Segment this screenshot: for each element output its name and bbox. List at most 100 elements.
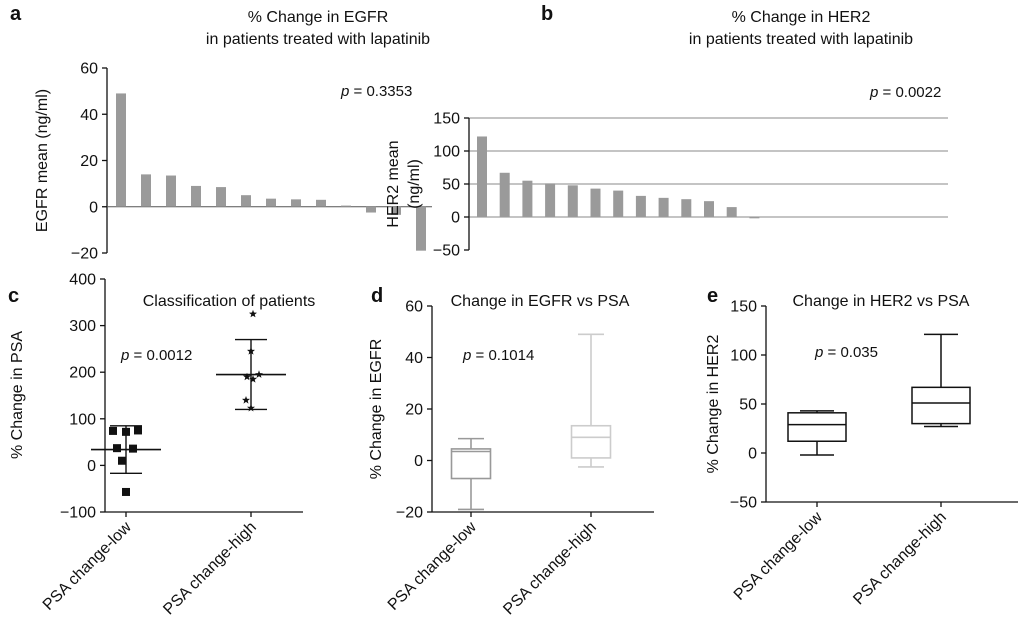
bar <box>216 187 226 207</box>
data-point <box>247 403 255 412</box>
p-value: p = 0.035 <box>814 344 878 361</box>
bar <box>613 190 624 217</box>
data-point <box>118 456 126 465</box>
bar <box>341 205 351 207</box>
y-tick-label: 0 <box>87 458 96 475</box>
y-tick-label: −20 <box>71 246 98 263</box>
y-tick-label: −50 <box>433 243 460 260</box>
y-tick-label: −20 <box>396 505 423 522</box>
p-symbol: p <box>340 83 349 100</box>
bar <box>291 199 301 207</box>
y-tick-label: 40 <box>80 107 98 124</box>
y-tick-label: 100 <box>730 348 757 365</box>
y-axis-label: % Change in EGFR <box>368 339 385 480</box>
y-tick-label: 150 <box>730 299 757 316</box>
x-category-label: PSA change-low <box>40 518 135 613</box>
x-category-label: PSA change-low <box>385 518 480 613</box>
panel-letter-a: a <box>10 3 22 25</box>
p-value: p = 0.0012 <box>120 347 192 364</box>
y-tick-label: 50 <box>739 397 757 414</box>
chart-title: % Change in HER2 <box>732 9 871 26</box>
p-number: = 0.0012 <box>129 347 192 364</box>
bar <box>116 93 126 207</box>
chart-title: Change in HER2 vs PSA <box>793 293 970 310</box>
bar <box>726 207 737 217</box>
y-tick-label: 20 <box>405 402 423 419</box>
data-point <box>249 309 257 318</box>
p-value: p = 0.3353 <box>340 83 412 100</box>
bar <box>141 174 151 207</box>
chart-title: Classification of patients <box>143 293 316 310</box>
bar <box>191 185 201 207</box>
panel-letter-e: e <box>707 285 718 307</box>
bar <box>316 199 326 207</box>
y-axis-label-line: HER2 mean <box>385 140 402 227</box>
p-symbol: p <box>869 84 878 101</box>
y-tick-label: 0 <box>89 199 98 216</box>
chart-title: Change in EGFR vs PSA <box>451 293 630 310</box>
bar <box>567 185 578 217</box>
panel-letter-c: c <box>8 285 19 307</box>
bar <box>266 198 276 207</box>
y-tick-label: 300 <box>69 318 96 335</box>
y-tick-label: 400 <box>69 272 96 289</box>
data-point <box>122 427 130 436</box>
p-number: = 0.1014 <box>471 347 534 364</box>
y-axis-label: EGFR mean (ng/ml) <box>34 89 51 232</box>
bar <box>391 206 401 215</box>
y-axis-label: HER2 mean (ng/ml) <box>385 140 423 227</box>
box <box>911 386 971 425</box>
y-tick-label: 200 <box>69 365 96 382</box>
y-tick-label: 0 <box>451 210 460 227</box>
bar <box>681 199 692 217</box>
y-tick-label: 60 <box>405 299 423 316</box>
y-tick-label: 100 <box>433 144 460 161</box>
data-point <box>249 375 257 383</box>
bar <box>635 195 646 217</box>
x-category-label: PSA change-high <box>160 519 259 618</box>
bar <box>166 175 176 207</box>
data-point <box>247 347 255 355</box>
y-tick-label: 150 <box>433 111 460 128</box>
data-point <box>134 426 142 435</box>
box <box>787 412 847 442</box>
bar <box>749 217 760 219</box>
bar <box>590 188 601 217</box>
bar <box>241 195 251 207</box>
y-tick-label: −100 <box>60 505 96 522</box>
y-tick-label: 60 <box>80 61 98 78</box>
panel-letter-b: b <box>541 3 553 25</box>
x-category-label: PSA change-high <box>850 509 949 608</box>
data-point <box>242 396 250 404</box>
data-point <box>255 370 263 378</box>
box <box>450 448 492 480</box>
bar <box>477 136 487 217</box>
box <box>570 424 612 459</box>
data-point <box>122 487 130 496</box>
data-point <box>109 426 117 435</box>
y-axis-label: % Change in HER2 <box>705 335 722 474</box>
p-number: = 0.035 <box>823 344 878 361</box>
bar <box>522 180 533 217</box>
y-tick-label: 40 <box>405 350 423 367</box>
p-number: = 0.3353 <box>349 83 412 100</box>
bar <box>658 197 669 217</box>
y-tick-label: 0 <box>414 453 423 470</box>
bar <box>416 206 426 251</box>
y-axis-label-line: (ng/ml) <box>406 159 423 209</box>
chart-subtitle: in patients treated with lapatinib <box>689 31 913 48</box>
p-number: = 0.0022 <box>878 84 941 101</box>
y-tick-label: 20 <box>80 153 98 170</box>
p-symbol: p <box>462 347 471 364</box>
y-tick-label: −50 <box>730 495 757 512</box>
bar <box>366 206 376 213</box>
bar <box>704 201 714 217</box>
p-symbol: p <box>120 347 129 364</box>
p-value: p = 0.0022 <box>869 84 941 101</box>
p-value: p = 0.1014 <box>462 347 534 364</box>
bar <box>499 172 510 217</box>
data-point <box>243 372 251 381</box>
bar <box>545 183 556 217</box>
data-point <box>113 444 121 453</box>
